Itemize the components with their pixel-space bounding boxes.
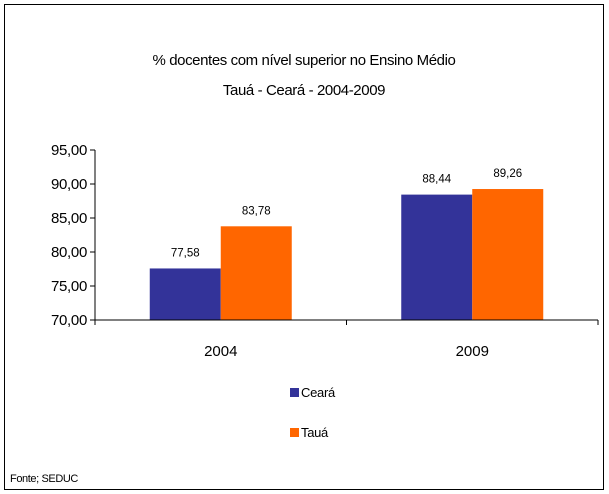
bar-cear-2009 <box>401 194 473 320</box>
source-note: Fonte; SEDUC <box>10 473 78 485</box>
data-label: 77,58 <box>171 247 200 259</box>
chart-subtitle: Tauá - Ceará - 2004-2009 <box>223 82 385 99</box>
chart-title: % docentes com nível superior no Ensino … <box>152 52 455 69</box>
legend-swatch-cear <box>290 388 299 397</box>
y-tick-label: 90,00 <box>51 176 87 193</box>
y-tick-label: 85,00 <box>51 210 87 227</box>
x-tick-label: 2009 <box>456 343 489 360</box>
legend-swatch-tau <box>290 428 299 437</box>
data-label: 89,26 <box>493 168 522 180</box>
data-label: 83,78 <box>242 205 271 217</box>
y-tick-label: 75,00 <box>51 278 87 295</box>
x-tick-label: 2004 <box>204 343 237 360</box>
y-tick-label: 70,00 <box>51 312 87 329</box>
y-tick-label: 80,00 <box>51 244 87 261</box>
bar-tau-2004 <box>220 226 292 320</box>
y-tick-label: 95,00 <box>51 142 87 159</box>
legend-label: Ceará <box>301 385 336 400</box>
bar-cear-2004 <box>149 268 221 320</box>
data-label: 88,44 <box>422 174 451 186</box>
legend-label: Tauá <box>301 425 329 440</box>
bar-tau-2009 <box>472 189 544 320</box>
